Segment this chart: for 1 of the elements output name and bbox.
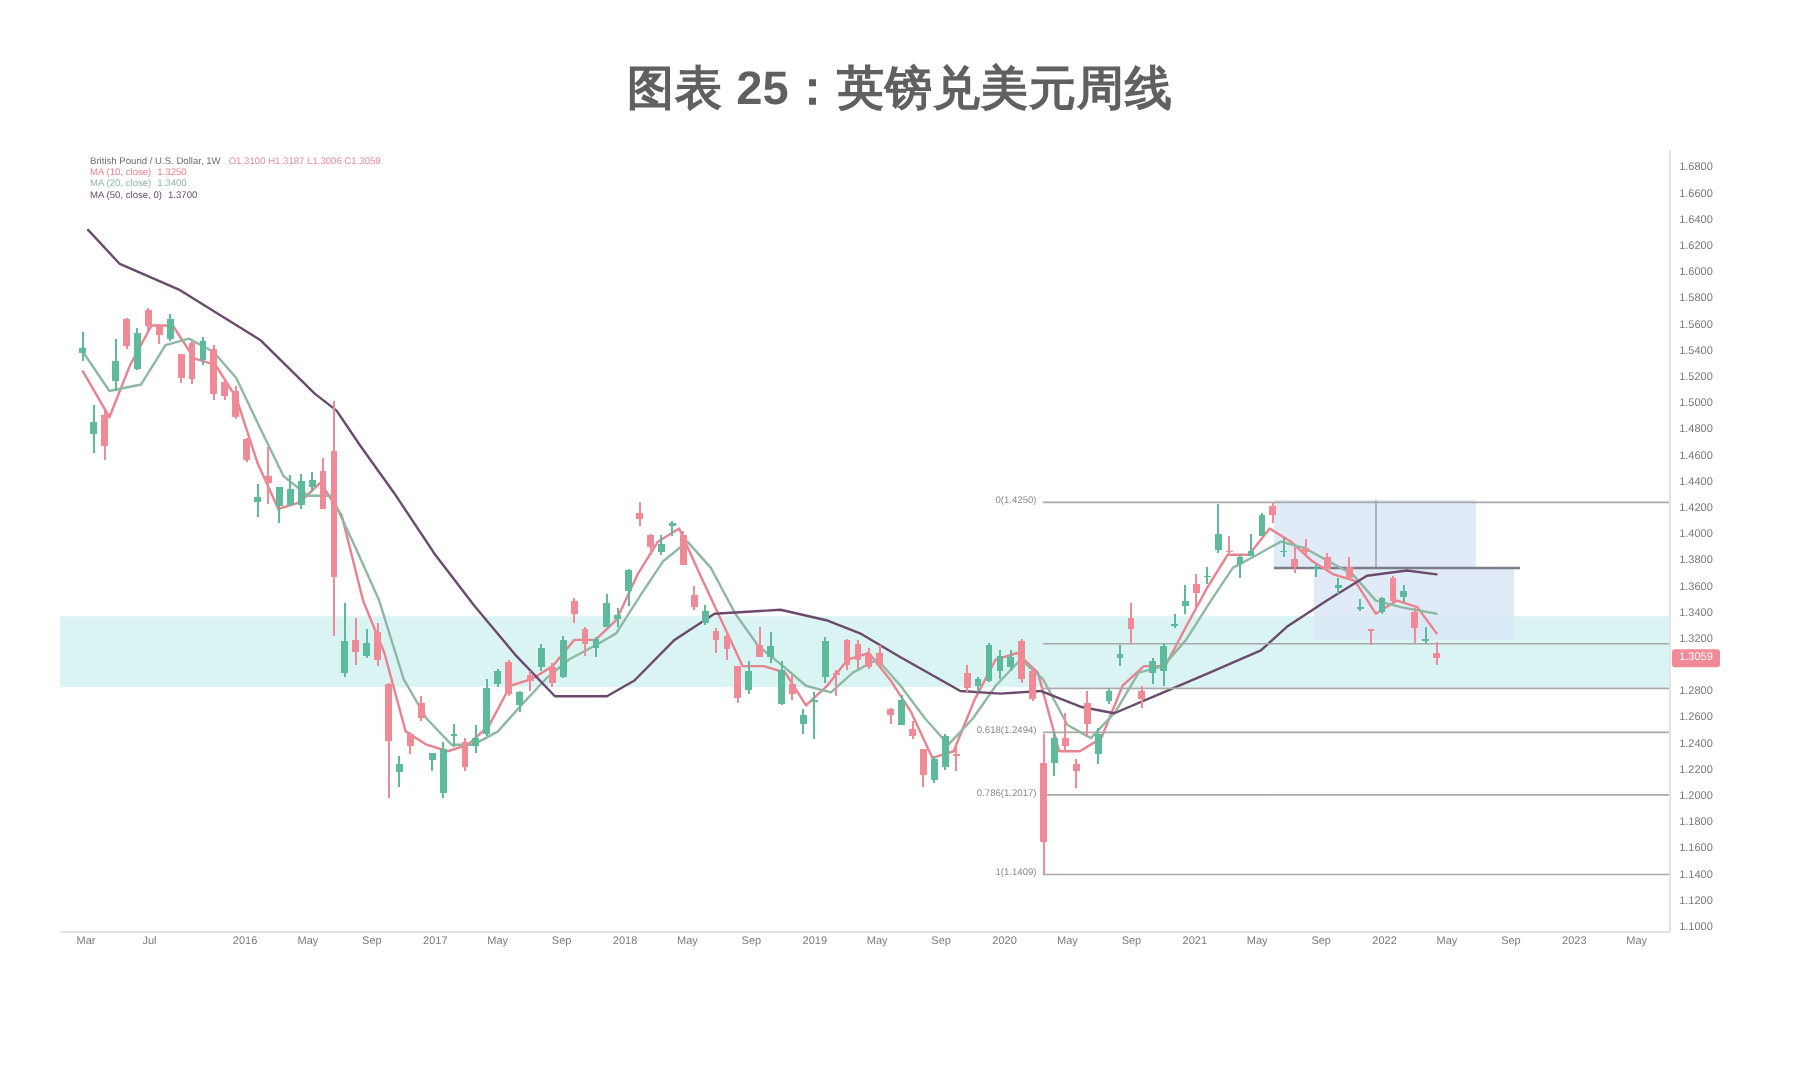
chart-title: 图表 25：英镑兑美元周线 <box>627 60 1173 114</box>
